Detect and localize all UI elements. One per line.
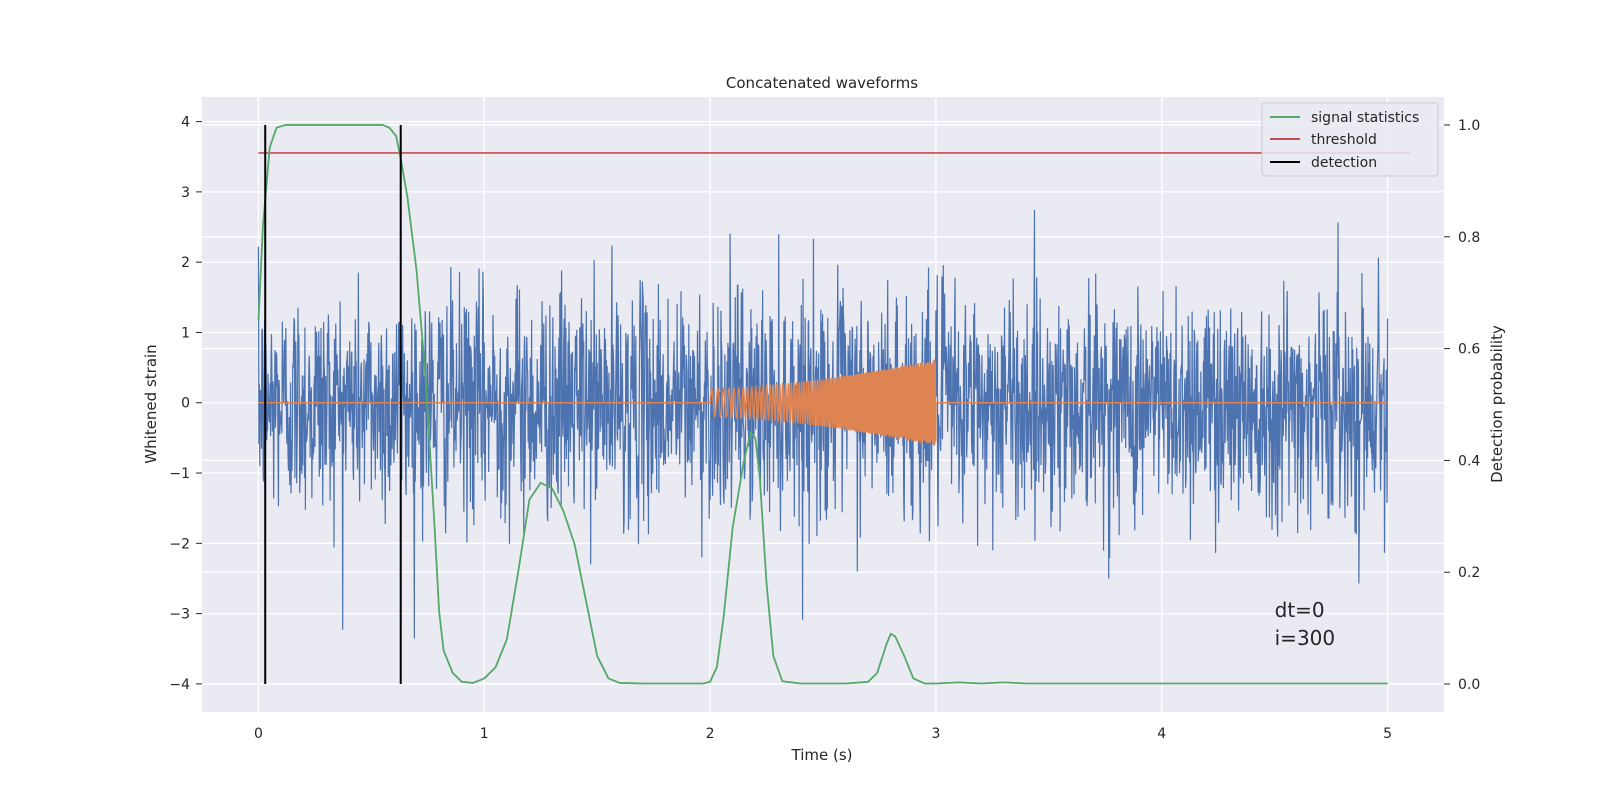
tick-layer: 0 1 2 3 4 5 −4 −3 −2 −1 0 1 2 3 4 0.0 0.2 0.4 0.6 0.8 1.0 — [169, 115, 1480, 742]
legend-label-threshold: threshold — [1311, 132, 1377, 148]
y-tick-label-left: 3 — [181, 185, 190, 201]
series-layer — [257, 124, 1411, 685]
y-tick-label-left: −1 — [169, 466, 190, 482]
x-tick-label: 3 — [931, 726, 940, 742]
legend-label-detection: detection — [1311, 155, 1377, 171]
y-tick-label-left: 2 — [181, 255, 190, 271]
legend: signal statistics threshold detection — [1261, 102, 1439, 177]
y-tick-label-left: −2 — [169, 536, 190, 552]
legend-label-signal-statistics: signal statistics — [1311, 110, 1419, 126]
y-tick-label-left: 4 — [181, 115, 190, 131]
y-axis-label-right: Detection probability — [1488, 325, 1506, 483]
y-tick-label-right: 1.0 — [1458, 118, 1480, 134]
y-tick-label-right: 0.6 — [1458, 342, 1480, 358]
y-tick-label-left: −3 — [169, 607, 190, 623]
y-tick-label-left: 0 — [181, 396, 190, 412]
x-axis-label: Time (s) — [791, 746, 853, 764]
annotation-text: dt=0 — [1275, 598, 1325, 622]
signal-statistics-line — [257, 124, 1388, 685]
legend-box — [1261, 102, 1439, 177]
y-tick-label-left: −4 — [169, 677, 190, 693]
x-tick-label: 4 — [1157, 726, 1166, 742]
x-tick-label: 2 — [706, 726, 715, 742]
template-chirp-line — [258, 359, 1388, 446]
strain-noise-line — [257, 209, 1389, 639]
y-tick-label-right: 0.8 — [1458, 230, 1480, 246]
x-tick-label: 1 — [480, 726, 489, 742]
x-tick-label: 0 — [254, 726, 263, 742]
x-tick-label: 5 — [1383, 726, 1392, 742]
annotation-text: i=300 — [1275, 626, 1336, 650]
y-tick-label-right: 0.2 — [1458, 565, 1480, 581]
y-tick-label-right: 0.0 — [1458, 677, 1480, 693]
y-tick-label-right: 0.4 — [1458, 453, 1480, 469]
y-tick-label-left: 1 — [181, 325, 190, 341]
chart-title: Concatenated waveforms — [726, 74, 918, 92]
annotation-layer: dt=0 i=300 — [1275, 598, 1336, 650]
y-axis-label-left: Whitened strain — [142, 344, 160, 463]
